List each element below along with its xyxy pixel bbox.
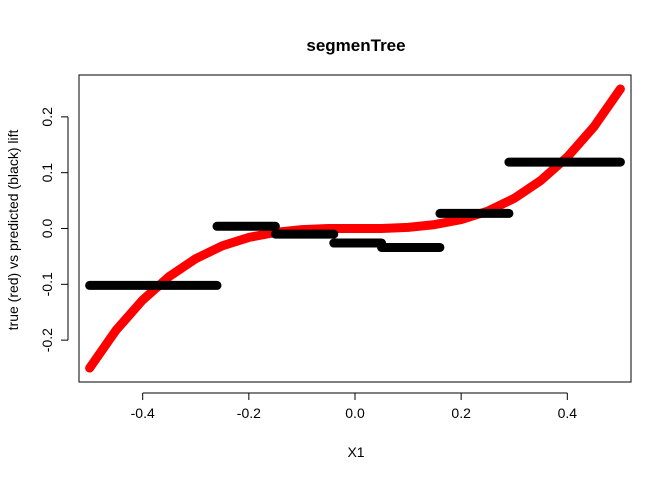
y-axis: -0.2 -0.1 0.0 0.1 0.2 [39, 107, 69, 352]
x-axis-label: X1 [347, 444, 364, 460]
chart-title: segmenTree [306, 36, 405, 55]
x-tick-label: 0.4 [558, 405, 578, 421]
x-axis: -0.4 -0.2 0.0 0.2 0.4 [131, 392, 578, 421]
series-layer [85, 84, 625, 373]
plot-frame [78, 74, 632, 383]
y-tick-label: 0.0 [39, 219, 55, 239]
x-tick-label: -0.4 [131, 405, 155, 421]
y-axis-label: true (red) vs predicted (black) lift [5, 130, 21, 331]
x-tick-label: 0.0 [345, 405, 365, 421]
y-tick-label: 0.1 [39, 163, 55, 183]
x-tick-label: 0.2 [451, 405, 471, 421]
segment-layer [85, 157, 625, 290]
y-tick-label: -0.2 [39, 328, 55, 352]
true-lift-curve [85, 84, 625, 373]
y-tick-label: 0.2 [39, 107, 55, 127]
y-tick-label: -0.1 [39, 272, 55, 296]
x-tick-label: -0.2 [237, 405, 261, 421]
